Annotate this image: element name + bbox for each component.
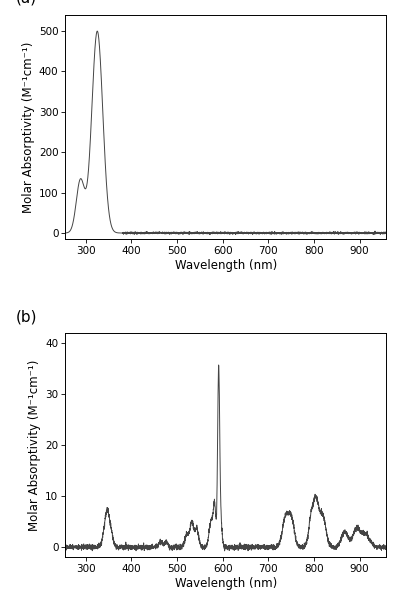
X-axis label: Wavelength (nm): Wavelength (nm) xyxy=(175,577,277,590)
Y-axis label: Molar Absorptivity (M⁻¹cm⁻¹): Molar Absorptivity (M⁻¹cm⁻¹) xyxy=(22,41,34,213)
Text: (b): (b) xyxy=(15,309,37,324)
Y-axis label: Molar Absorptivity (M⁻¹cm⁻¹): Molar Absorptivity (M⁻¹cm⁻¹) xyxy=(28,359,41,531)
X-axis label: Wavelength (nm): Wavelength (nm) xyxy=(175,259,277,272)
Text: (a): (a) xyxy=(15,0,37,6)
